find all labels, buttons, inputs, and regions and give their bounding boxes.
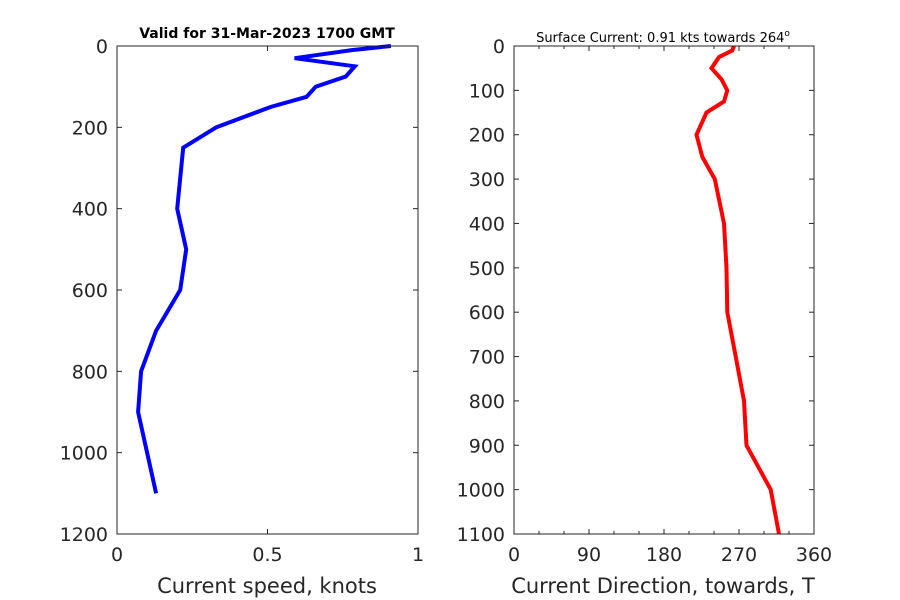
direction-y-tick-label: 200: [469, 125, 505, 147]
speed-y-tick-label: 1200: [60, 524, 108, 546]
speed-x-tick-label: 0: [111, 544, 123, 566]
direction-chart-title: Surface Current: 0.91 kts towards 264o: [536, 29, 790, 46]
direction-y-tick-label: 600: [469, 302, 505, 324]
direction-y-tick-label: 800: [469, 391, 505, 413]
speed-chart: Valid for 31-Mar-2023 1700 GMT 0 200 400 60…: [60, 26, 424, 598]
speed-y-tick-label: 0: [96, 36, 108, 58]
speed-y-tick-label: 400: [72, 199, 108, 221]
direction-series-line: [694, 45, 781, 535]
direction-y-tick-label: 300: [469, 169, 505, 191]
direction-y-tick-label: 1100: [457, 524, 505, 546]
speed-y-tick-label: 200: [72, 117, 108, 139]
speed-series-group: [136, 44, 392, 494]
direction-x-tick-label: 90: [577, 544, 601, 566]
speed-y-tick-label: 1000: [60, 443, 108, 465]
direction-y-tick-label: 0: [493, 36, 505, 58]
direction-y-tick-label: 400: [469, 213, 505, 235]
direction-x-tick-label: 360: [796, 544, 832, 566]
speed-chart-x-axis-label: Current speed, knots: [157, 574, 377, 598]
direction-y-tick-label: 700: [469, 347, 505, 369]
direction-chart-title-degree: o: [784, 29, 790, 39]
direction-chart: Surface Current: 0.91 kts towards 264o 0…: [457, 29, 832, 598]
speed-x-tick-label: 0.5: [252, 544, 282, 566]
direction-y-tick-label: 1000: [457, 480, 505, 502]
speed-series-line: [136, 44, 392, 494]
speed-x-tick-label: 1: [412, 544, 424, 566]
speed-y-tick-label: 800: [72, 361, 108, 383]
direction-chart-x-axis-label: Current Direction, towards, T: [511, 574, 815, 598]
speed-y-tick-label: 600: [72, 280, 108, 302]
direction-series-group: [694, 45, 781, 535]
speed-chart-title: Valid for 31-Mar-2023 1700 GMT: [139, 26, 395, 42]
direction-y-tick-label: 100: [469, 80, 505, 102]
direction-y-tick-label: 500: [469, 258, 505, 280]
direction-x-tick-label: 0: [508, 544, 520, 566]
direction-chart-title-text: Surface Current: 0.91 kts towards 264: [536, 31, 784, 46]
direction-y-tick-label: 900: [469, 435, 505, 457]
direction-x-tick-label: 270: [721, 544, 757, 566]
direction-x-tick-label: 180: [646, 544, 682, 566]
